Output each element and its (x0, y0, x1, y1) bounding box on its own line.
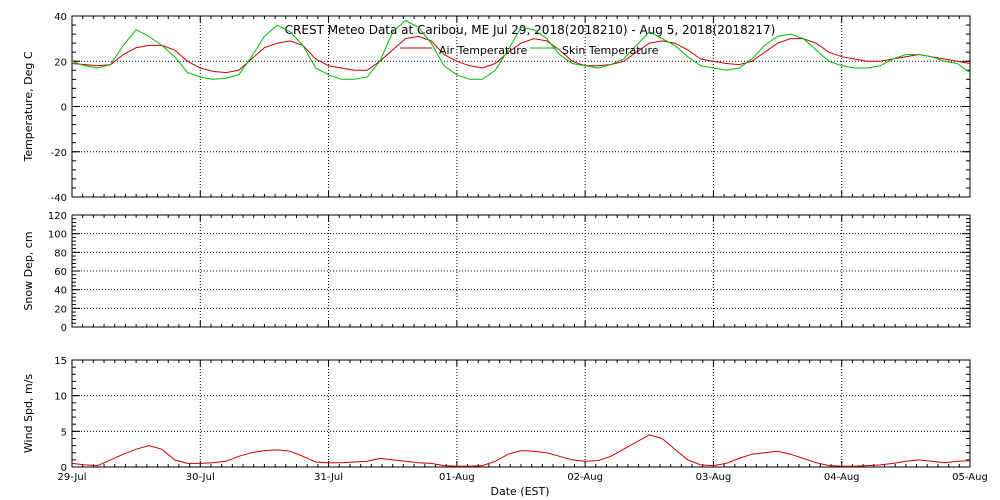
panel-1: -40 -20 0 20 40 Temperature, Deg C (22, 12, 971, 204)
y-tick-label: 60 (54, 267, 67, 278)
panel-3: 0 5 10 15 Wind Spd, m/s 29-Jul 30-Jul 31-Jul 01-… (22, 356, 988, 483)
legend-label: Air Temperature (439, 44, 528, 57)
x-tick-label: 31-Jul (314, 472, 343, 483)
x-tick-label: 03-Aug (696, 472, 732, 483)
y-tick-label: 120 (48, 211, 67, 222)
panel-2: 0 20 40 60 80 100 120 Snow Dep, cm (22, 211, 971, 334)
x-tick-label: 02-Aug (567, 472, 603, 483)
x-tick-label: 29-Jul (58, 472, 87, 483)
y-axis-title: Wind Spd, m/s (22, 374, 35, 454)
x-tick-label: 30-Jul (186, 472, 215, 483)
x-axis-title: Date (EST) (490, 485, 549, 498)
y-tick-label: -40 (51, 193, 67, 204)
y-tick-label: 0 (61, 323, 67, 334)
y-tick-label: 10 (54, 392, 67, 403)
legend: Air Temperature Skin Temperature (400, 44, 659, 57)
y-axis-title: Temperature, Deg C (22, 51, 35, 162)
y-tick-label: 100 (48, 230, 67, 241)
y-tick-label: 20 (54, 57, 67, 68)
y-tick-label: 20 (54, 304, 67, 315)
series-line-3-1 (71, 434, 971, 467)
y-tick-label: 40 (54, 286, 67, 297)
x-tick-label: 04-Aug (824, 472, 860, 483)
y-tick-label: 0 (61, 463, 67, 474)
y-tick-label: -20 (51, 148, 67, 159)
series-line-1-2 (71, 19, 971, 80)
chart-title: CREST Meteo Data at Caribou, ME Jul 29, … (285, 23, 776, 37)
legend-label: Skin Temperature (562, 44, 659, 57)
y-tick-label: 40 (54, 12, 67, 23)
y-tick-label: 80 (54, 248, 67, 259)
x-tick-label: 01-Aug (439, 472, 475, 483)
y-tick-label: 0 (61, 103, 67, 114)
y-axis-title: Snow Dep, cm (22, 231, 35, 310)
y-tick-label: 5 (61, 427, 67, 438)
y-tick-label: 15 (54, 356, 67, 367)
series-line-1-1 (71, 35, 971, 74)
plot-frame (71, 214, 971, 328)
x-tick-label: 05-Aug (952, 472, 988, 483)
